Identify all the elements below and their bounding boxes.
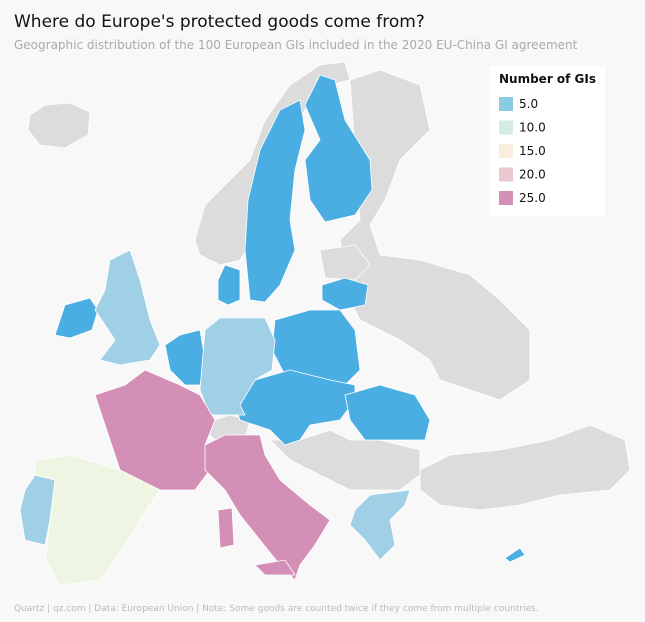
legend-swatch bbox=[499, 97, 513, 111]
legend-label: 10.0 bbox=[519, 121, 546, 135]
legend-swatch bbox=[499, 120, 513, 135]
country bbox=[271, 309, 361, 386]
country bbox=[164, 329, 206, 386]
legend-title: Number of GIs bbox=[499, 72, 596, 86]
country bbox=[254, 559, 296, 576]
non-data-land bbox=[27, 61, 631, 511]
title: Where do Europe's protected goods come f… bbox=[14, 12, 425, 32]
subtitle: Geographic distribution of the 100 Europ… bbox=[14, 38, 578, 52]
country bbox=[321, 277, 369, 311]
legend-swatch bbox=[499, 167, 513, 182]
footer: Quartz | qz.com | Data: European Union |… bbox=[14, 604, 539, 614]
legend-swatch bbox=[499, 191, 513, 205]
country bbox=[504, 547, 526, 563]
country bbox=[204, 434, 331, 581]
legend-label: 20.0 bbox=[519, 168, 546, 182]
country bbox=[217, 507, 235, 549]
country bbox=[349, 489, 411, 561]
legend-label: 15.0 bbox=[519, 144, 546, 158]
country bbox=[54, 297, 99, 339]
country bbox=[94, 249, 161, 366]
country bbox=[244, 99, 306, 303]
regions bbox=[19, 74, 526, 586]
country bbox=[217, 264, 241, 306]
country bbox=[344, 384, 431, 441]
country bbox=[234, 369, 356, 446]
legend-label: 25.0 bbox=[519, 191, 546, 205]
legend-label: 5.0 bbox=[519, 97, 538, 111]
legend-swatch bbox=[499, 144, 513, 158]
country bbox=[304, 74, 373, 223]
